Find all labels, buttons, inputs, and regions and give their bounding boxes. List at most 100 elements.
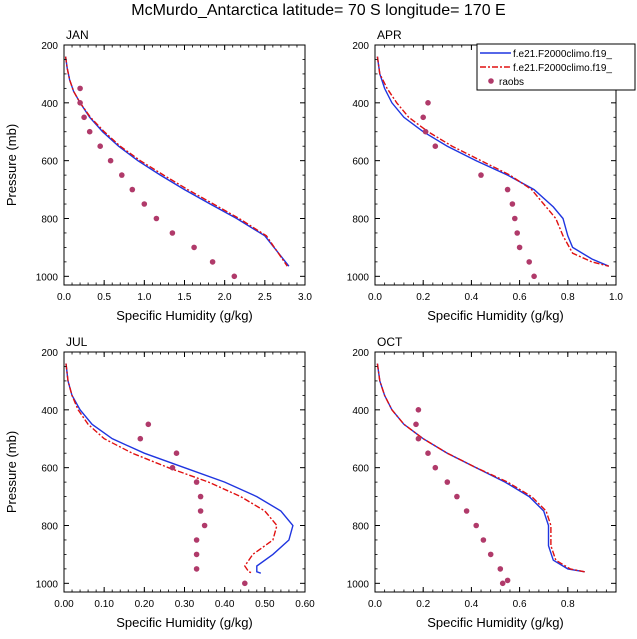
plot-frame (63, 44, 306, 286)
raobs-point (504, 186, 511, 193)
chart-title: McMurdo_Antarctica latitude= 70 S longit… (131, 2, 506, 19)
raobs-point (153, 215, 160, 222)
raobs-point (420, 114, 427, 121)
y-tick-label: 800 (352, 214, 369, 225)
raobs-point (415, 435, 422, 442)
x-tick-label: 0.0 (368, 292, 382, 303)
y-tick-label: 200 (41, 348, 58, 359)
y-tick-label: 200 (352, 348, 369, 359)
series-line-1 (376, 56, 610, 267)
raobs-point (97, 143, 103, 149)
x-tick-label: 3.0 (298, 292, 312, 303)
x-tick-label: 2.0 (218, 292, 232, 303)
raobs-point (444, 479, 451, 485)
legend-label: f.e21.F2000climo.f19_ (513, 63, 612, 74)
x-tick-label: 0.8 (561, 599, 575, 610)
y-tick-label: 1000 (36, 272, 59, 283)
raobs-point (526, 259, 532, 265)
legend-label: f.e21.F2000climo.f19_ (513, 49, 612, 60)
raobs-point (193, 537, 200, 543)
raobs-point (119, 172, 125, 178)
raobs-point (516, 244, 523, 251)
raobs-point (422, 128, 429, 135)
x-axis-label: Specific Humidity (g/kg) (116, 308, 253, 323)
raobs-point (415, 407, 422, 413)
x-tick-label: 0.30 (175, 599, 195, 610)
x-tick-label: 0.4 (464, 292, 478, 303)
series-line-1 (65, 363, 294, 574)
raobs-point (473, 522, 480, 529)
raobs-point (454, 493, 460, 500)
x-tick-label: 0.2 (416, 292, 430, 303)
y-tick-label: 1000 (347, 579, 370, 590)
y-tick-label: 400 (352, 99, 369, 110)
series-line-2 (376, 56, 609, 267)
x-axis-label: Specific Humidity (g/kg) (427, 308, 564, 323)
series-line-2 (65, 363, 278, 574)
raobs-point (193, 551, 200, 558)
raobs-point (129, 186, 136, 193)
y-tick-label: 200 (41, 41, 58, 52)
x-tick-label: 0.8 (561, 292, 575, 303)
legend-box (476, 43, 636, 91)
raobs-point (463, 508, 470, 514)
raobs-point (242, 580, 248, 587)
raobs-point (77, 85, 83, 92)
panel-jul: JUL 0.00 0.10 0.20 0.30 0.40 0.50 0.60 200 400 600… (4, 335, 315, 630)
raobs-point (425, 450, 431, 457)
raobs-point (193, 566, 200, 572)
raobs-point (81, 114, 87, 121)
raobs-point (499, 580, 506, 587)
x-tick-label: 0.40 (215, 599, 235, 610)
x-tick-label: 1.5 (178, 292, 192, 303)
y-tick-label: 600 (41, 464, 58, 475)
x-tick-label: 0.0 (368, 599, 382, 610)
y-tick-label: 800 (41, 521, 58, 532)
raobs-point (432, 464, 439, 471)
raobs-point (141, 201, 148, 207)
raobs-point (193, 479, 200, 485)
x-tick-label: 0.00 (54, 599, 74, 610)
panel-label: JAN (66, 28, 89, 42)
raobs-point (478, 172, 484, 178)
panel-label: OCT (377, 335, 403, 349)
y-axis-label: Pressure (mb) (4, 431, 19, 513)
x-tick-label: 1.0 (609, 292, 623, 303)
raobs-point (86, 128, 93, 135)
legend-marker (488, 78, 494, 84)
y-axis-label: Pressure (mb) (4, 124, 19, 206)
y-tick-label: 400 (41, 99, 58, 110)
y-tick-label: 600 (352, 157, 369, 168)
y-tick-label: 600 (41, 157, 58, 168)
y-tick-label: 1000 (36, 579, 59, 590)
x-tick-label: 0.2 (416, 599, 430, 610)
x-tick-label: 1.0 (137, 292, 151, 303)
y-tick-label: 200 (352, 41, 369, 52)
x-axis-label: Specific Humidity (g/kg) (427, 615, 564, 630)
x-tick-label: 0.6 (513, 292, 527, 303)
y-tick-label: 800 (352, 521, 369, 532)
raobs-point (487, 551, 494, 558)
raobs-point (514, 230, 520, 236)
raobs-point (531, 273, 537, 280)
raobs-point (201, 522, 208, 529)
panel-label: JUL (66, 335, 88, 349)
series-line-2 (64, 56, 288, 267)
y-tick-label: 800 (41, 214, 58, 225)
raobs-point (169, 230, 176, 236)
raobs-point (197, 493, 204, 500)
raobs-point (77, 100, 83, 106)
x-tick-label: 2.5 (258, 292, 272, 303)
x-tick-label: 0.20 (135, 599, 155, 610)
x-tick-label: 0.60 (295, 599, 315, 610)
raobs-point (480, 537, 487, 543)
series-line-2 (376, 363, 585, 573)
x-tick-label: 0.0 (57, 292, 71, 303)
raobs-point (504, 577, 511, 584)
plot-frame (374, 351, 617, 593)
panel-oct: OCT 0.0 0.2 0.4 0.6 0.8 200 400 600 800 1000 Specif… (347, 335, 617, 630)
raobs-point (197, 508, 204, 514)
raobs-point (509, 201, 516, 207)
y-tick-label: 400 (352, 406, 369, 417)
